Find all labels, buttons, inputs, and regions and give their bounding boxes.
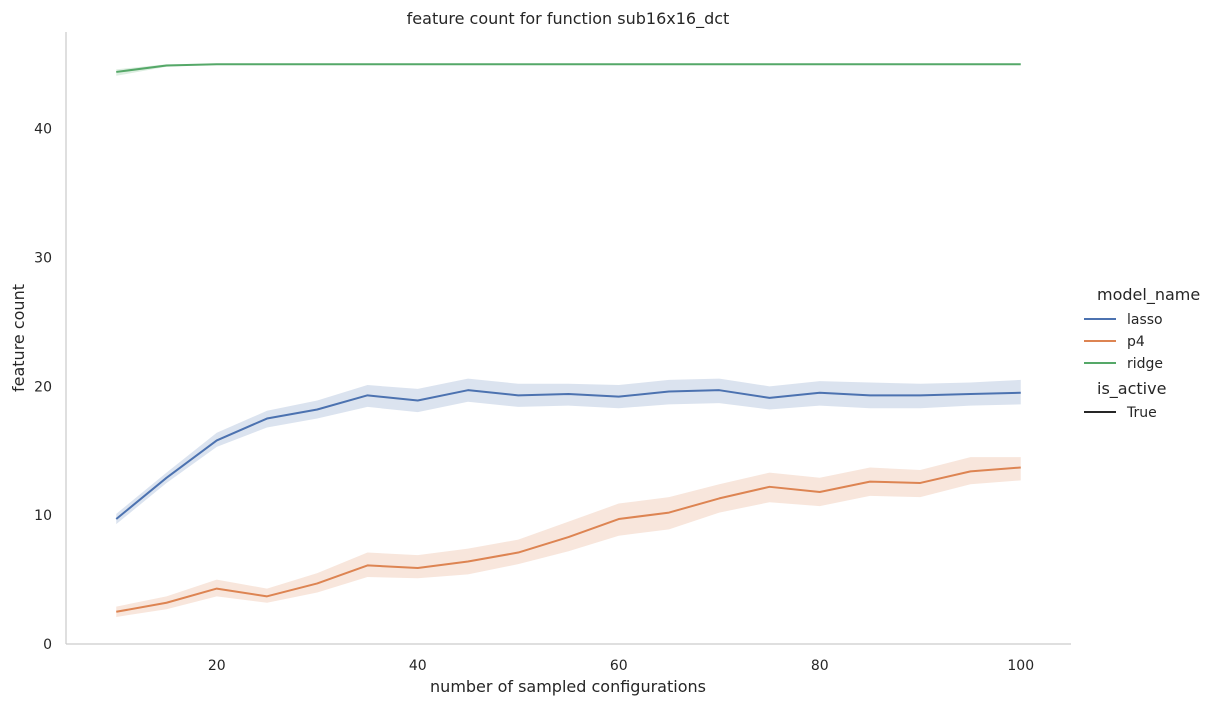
- legend-style-entries: True: [1084, 405, 1157, 421]
- legend-label-lasso: lasso: [1127, 312, 1163, 328]
- x-tick-label: 20: [208, 658, 226, 674]
- series-lines: [115, 63, 1021, 613]
- x-tick-label: 60: [610, 658, 628, 674]
- y-tick-label: 20: [34, 379, 52, 395]
- series-line-lasso: [115, 389, 1021, 520]
- y-tick-label: 40: [34, 122, 52, 138]
- y-axis-ticks: 0 10 20 30 40: [34, 122, 52, 653]
- legend-style-label: True: [1126, 405, 1157, 421]
- x-tick-label: 100: [1007, 658, 1034, 674]
- y-tick-label: 30: [34, 250, 52, 266]
- y-axis-label: feature count: [9, 284, 28, 392]
- legend-label-ridge: ridge: [1127, 356, 1163, 372]
- chart-title: feature count for function sub16x16_dct: [407, 9, 730, 29]
- y-tick-label: 10: [34, 508, 52, 524]
- x-axis-ticks: 20 40 60 80 100: [208, 658, 1034, 674]
- confidence-bands: [116, 64, 1021, 617]
- y-tick-label: 0: [43, 637, 52, 653]
- legend-hue-entries: lasso p4 ridge: [1084, 312, 1163, 372]
- x-axis-label: number of sampled configurations: [430, 677, 706, 696]
- x-tick-label: 80: [811, 658, 829, 674]
- series-line-ridge: [116, 63, 1021, 73]
- series-line-p4: [116, 466, 1021, 613]
- confidence-band-lasso: [116, 378, 1021, 525]
- legend-style-title: is_active: [1097, 379, 1166, 399]
- legend: model_name lasso p4 ridge is_active True: [1084, 285, 1200, 421]
- legend-label-p4: p4: [1127, 334, 1145, 350]
- legend-hue-title: model_name: [1097, 285, 1200, 305]
- confidence-band-ridge: [116, 64, 1021, 76]
- x-tick-label: 40: [409, 658, 427, 674]
